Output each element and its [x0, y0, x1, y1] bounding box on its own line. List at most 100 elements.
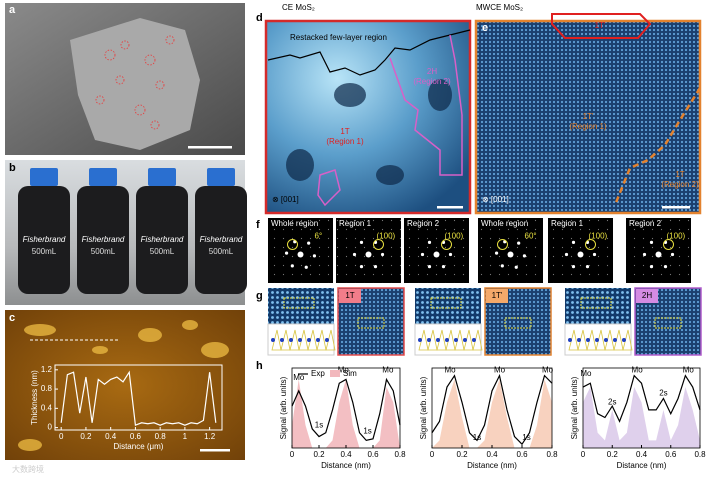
annotation: Mo	[338, 365, 350, 374]
fft-spot	[585, 265, 590, 269]
x-tick-label: 0.6	[516, 450, 528, 459]
fft-spot	[441, 265, 446, 269]
x-tick-label: 0.2	[456, 450, 468, 459]
fft-image	[478, 218, 543, 283]
x-tick-label: 0	[59, 432, 64, 441]
fft-spot	[420, 252, 425, 257]
atom	[298, 338, 302, 342]
inset-frame	[54, 364, 223, 431]
atom	[472, 338, 476, 342]
phase-badge	[636, 289, 658, 303]
x-tick-label: 0.8	[155, 432, 167, 441]
sim-area	[583, 387, 700, 448]
stem-tile	[268, 288, 334, 324]
y-tick-label: 0	[48, 423, 53, 432]
panel-label: h	[256, 360, 263, 372]
panel-label: d	[256, 12, 263, 24]
annotation: Mo	[542, 365, 554, 374]
fft-center	[577, 251, 584, 258]
annotation: Mo	[444, 365, 456, 374]
region-label: 1T'	[583, 112, 594, 121]
atom	[454, 338, 458, 342]
fft-spot	[663, 265, 668, 269]
fft-center	[655, 251, 662, 258]
fft-image	[626, 218, 691, 283]
x-tick-label: 0.2	[607, 450, 619, 459]
x-tick-label: 0.6	[665, 450, 677, 459]
highlight	[654, 317, 682, 329]
scale-bar	[662, 206, 690, 209]
atom	[418, 338, 422, 342]
bottle-volume: 500mL	[209, 247, 234, 256]
phase-label: 2H	[642, 291, 652, 300]
afm-flakes	[18, 320, 229, 451]
fft-marker	[373, 239, 384, 250]
region-label: Restacked few-layer region	[290, 33, 387, 42]
phase-badge	[339, 289, 361, 303]
fft-spot	[571, 240, 576, 244]
fft-center	[507, 251, 514, 258]
x-axis-label: Distance (nm)	[617, 461, 667, 470]
fft-spot	[649, 240, 654, 244]
scale-bar	[188, 146, 232, 149]
atom	[289, 338, 293, 342]
sim-area	[292, 379, 400, 448]
annotation: 1s	[315, 420, 323, 429]
panel-title: CE MoS₂	[282, 3, 315, 12]
x-axis-label: Distance (μm)	[114, 442, 164, 451]
annotation: 1s	[522, 433, 530, 442]
fft-note: 6°	[315, 232, 323, 241]
x-axis-label: Distance (nm)	[321, 461, 371, 470]
x-tick-label: 1	[183, 432, 188, 441]
y-axis-label: Signal (arb. units)	[279, 376, 288, 439]
exp-line	[582, 374, 701, 423]
fft-marker	[585, 239, 596, 250]
annotation: 2s	[659, 388, 667, 397]
fft-spot	[307, 241, 311, 245]
atom	[325, 338, 329, 342]
annotation: Mo	[683, 365, 695, 374]
phase-label: 1T	[345, 291, 354, 300]
bottle-body	[195, 186, 247, 294]
exp-line	[431, 373, 553, 446]
fft-title: Region 2	[629, 219, 662, 228]
fft-title: Whole region	[271, 219, 318, 228]
fft-image	[268, 218, 333, 283]
bottle-body	[136, 186, 188, 294]
fft-spot	[642, 252, 647, 257]
annotation: 1s	[363, 426, 371, 435]
y-axis-label: Thickness (nm)	[30, 370, 39, 425]
y-tick-label: 0.8	[41, 384, 53, 393]
x-tick-label: 0.8	[394, 450, 406, 459]
fft-spot	[670, 252, 675, 257]
flake	[70, 18, 200, 150]
bottle-cap	[89, 168, 117, 186]
fft-spot	[359, 265, 364, 269]
x-tick-label: 0	[290, 450, 295, 459]
bottle-brand: Fisherbrand	[23, 235, 66, 244]
region-hexagon	[551, 13, 652, 39]
x-tick-label: 0.2	[313, 450, 325, 459]
panel-label: c	[9, 312, 15, 324]
fft-title: Whole region	[481, 219, 528, 228]
thickness-profile	[60, 370, 217, 427]
atom	[463, 338, 467, 342]
fft-spot	[427, 265, 432, 269]
region-label: (Region 2)	[413, 77, 451, 86]
fft-title: Region 1	[551, 219, 584, 228]
fft-spot	[564, 252, 569, 257]
y-tick-label: 1.2	[41, 365, 53, 374]
fft-spot	[304, 265, 308, 269]
fft-image	[404, 218, 469, 283]
atom	[316, 338, 320, 342]
region-label: 1T'	[595, 21, 606, 30]
region-label: 1T	[675, 170, 684, 179]
x-tick-label: 0.8	[694, 450, 706, 459]
annotation: Mo	[382, 365, 394, 374]
fft-note: (100)	[589, 232, 608, 241]
bottle-brand: Fisherbrand	[82, 235, 125, 244]
stem-tile	[565, 288, 631, 324]
bottle-brand: Fisherbrand	[200, 235, 243, 244]
y-axis-label: Signal (arb. units)	[419, 376, 428, 439]
